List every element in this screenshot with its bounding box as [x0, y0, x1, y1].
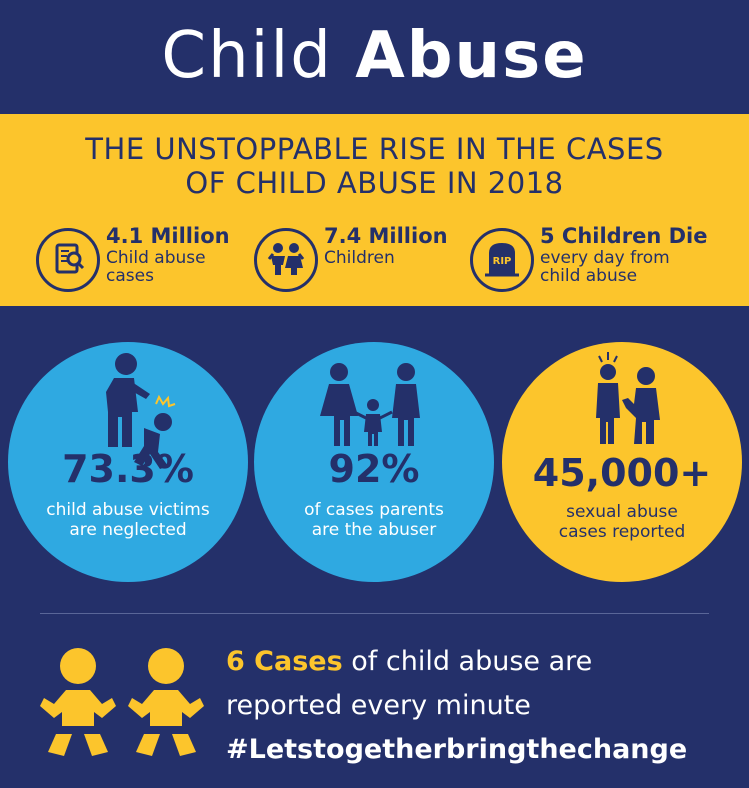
- stat-number: 92%: [328, 447, 420, 491]
- highlight-text: 6 Cases: [226, 646, 343, 677]
- stat-child-abuse-cases: 4.1 Million Child abuse cases: [36, 224, 236, 294]
- banner-headline: THE UNSTOPPABLE RISE IN THE CASES OF CHI…: [0, 132, 749, 200]
- circle-caption: sexual abuse cases reported: [502, 502, 742, 542]
- stats-banner: THE UNSTOPPABLE RISE IN THE CASES OF CHI…: [0, 114, 749, 306]
- circle-neglected-victims: 73.3% child abuse victims are neglected: [8, 342, 248, 582]
- stat-number: 45,000+: [532, 451, 712, 495]
- stat-desc-line1: Child abuse: [106, 248, 206, 268]
- family-icon: [320, 363, 420, 446]
- bottom-message: 6 Cases of child abuse are reported ever…: [226, 640, 736, 772]
- stat-description: every day from child abuse: [540, 249, 710, 285]
- line1-rest: of child abuse are: [342, 646, 593, 677]
- gravestone-icon: RIP: [470, 228, 534, 292]
- stat-description: Children: [324, 249, 464, 267]
- stat-number: 7.4 Million: [324, 224, 448, 248]
- banner-headline-line1: THE UNSTOPPABLE RISE IN THE CASES: [85, 132, 664, 166]
- stat-desc-line2: child abuse: [540, 266, 638, 286]
- circle-caption: of cases parents are the abuser: [254, 500, 494, 540]
- circle-parents-abusers: 92% of cases parents are the abuser: [254, 342, 494, 582]
- stat-children: 7.4 Million Children: [254, 224, 454, 294]
- divider: [40, 613, 709, 614]
- stat-desc-line2: cases: [106, 266, 154, 286]
- stat-number: 73.3%: [62, 447, 194, 491]
- title-bold: Abuse: [355, 19, 588, 93]
- bottom-line2: reported every minute: [226, 690, 531, 721]
- bottom-line1: 6 Cases of child abuse are: [226, 640, 736, 684]
- babies-icon: [40, 648, 204, 756]
- title-light: Child: [161, 19, 333, 93]
- stat-desc-line1: Children: [324, 248, 395, 268]
- caption-line1: child abuse victims: [46, 500, 210, 520]
- caption-line2: are the abuser: [311, 520, 437, 540]
- stat-number: 4.1 Million: [106, 224, 230, 248]
- adult-grabbing-child-icon: [596, 352, 660, 444]
- rip-text: RIP: [493, 256, 512, 267]
- stat-children-die: RIP 5 Children Die every day from child …: [470, 224, 710, 294]
- caption-line2: cases reported: [558, 522, 686, 542]
- caption-line2: are neglected: [69, 520, 187, 540]
- hashtag: #Letstogetherbringthechange: [226, 734, 688, 765]
- circle-sexual-abuse: 45,000+ sexual abuse cases reported: [502, 342, 742, 582]
- banner-headline-line2: OF CHILD ABUSE IN 2018: [185, 166, 564, 200]
- caption-line1: sexual abuse: [566, 502, 678, 522]
- circle-caption: child abuse victims are neglected: [8, 500, 248, 540]
- stat-description: Child abuse cases: [106, 249, 246, 285]
- stat-number: 5 Children Die: [540, 224, 708, 248]
- children-icon: [254, 228, 318, 292]
- abuser-hitting-child-icon: [106, 353, 176, 469]
- caption-line1: of cases parents: [304, 500, 444, 520]
- page-title: Child Abuse: [0, 14, 749, 98]
- document-search-icon: [36, 228, 100, 292]
- stat-desc-line1: every day from: [540, 248, 670, 268]
